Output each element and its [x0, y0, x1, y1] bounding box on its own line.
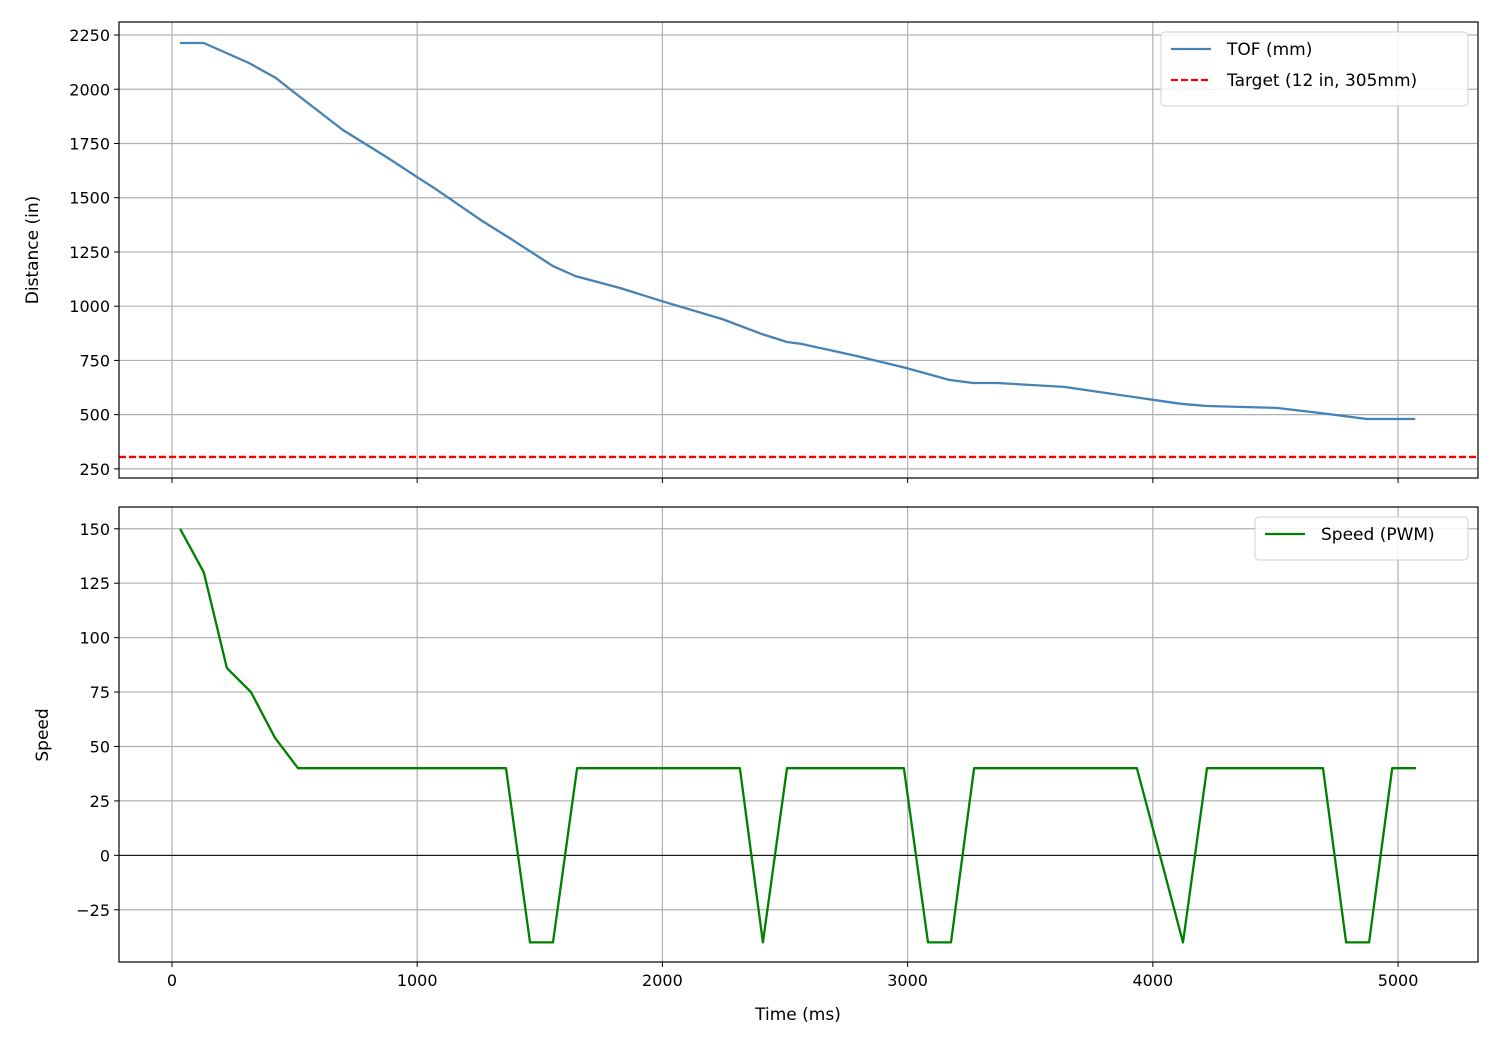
- legend-box: [1160, 31, 1469, 107]
- x-tick-label: 3000: [887, 971, 928, 990]
- y-tick-label: 100: [79, 629, 110, 648]
- y-tick-label: 750: [79, 351, 110, 370]
- x-tick-label: 1000: [397, 971, 438, 990]
- y-tick-label: 2250: [69, 26, 110, 45]
- y-tick-label: 50: [90, 737, 110, 756]
- y-tick-label: 150: [79, 520, 110, 539]
- y-tick-label: 1750: [69, 134, 110, 153]
- y-tick-label: 0: [100, 846, 110, 865]
- y-tick-label: 250: [79, 460, 110, 479]
- distance-ylabel: Distance (in): [23, 196, 43, 305]
- axes-frame: [118, 21, 1479, 479]
- speed-ylabel: Speed: [33, 708, 53, 761]
- legend-box: [1254, 516, 1469, 561]
- legend-label: Target (12 in, 305mm): [1226, 71, 1417, 91]
- legend: Speed (PWM): [1254, 516, 1469, 561]
- legend-label: TOF (mm): [1226, 40, 1312, 60]
- axes-frame: [118, 506, 1479, 963]
- legend: TOF (mm) Target (12 in, 305mm): [1160, 31, 1469, 107]
- y-tick-label: −25: [76, 901, 110, 920]
- speed-axes: 0 1000 2000 3000 4000 5000 −25 0 25 50 75 100 125 150…: [76, 506, 1479, 990]
- y-tick-label: 1000: [69, 297, 110, 316]
- y-tick-label: 2000: [69, 80, 110, 99]
- x-tick-label: 2000: [642, 971, 683, 990]
- legend-label: Speed (PWM): [1321, 525, 1435, 545]
- y-tick-label: 1250: [69, 243, 110, 262]
- series-line-0: [179, 528, 1416, 944]
- x-tick-label: 0: [167, 971, 177, 990]
- y-tick-label: 25: [90, 792, 110, 811]
- distance-axes: 250 500 750 1000 1250 1500 1750 2000 2250 TOF (mm…: [69, 21, 1479, 483]
- series-line-0: [180, 41, 1416, 421]
- y-tick-label: 1500: [69, 189, 110, 208]
- y-tick-label: 75: [90, 683, 110, 702]
- x-tick-label: 5000: [1378, 971, 1419, 990]
- y-tick-label: 125: [79, 574, 110, 593]
- y-tick-label: 500: [79, 406, 110, 425]
- x-tick-label: 4000: [1132, 971, 1173, 990]
- time-xlabel: Time (ms): [754, 1005, 841, 1025]
